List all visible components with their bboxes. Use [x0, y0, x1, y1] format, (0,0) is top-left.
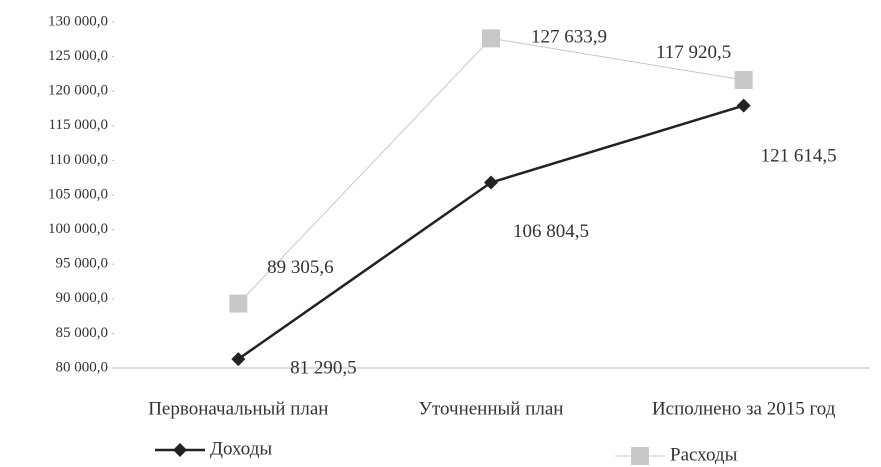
- data-point: [484, 175, 498, 190]
- y-tick-label: 110 000,0: [49, 152, 108, 168]
- y-tick-label: 100 000,0: [48, 221, 108, 237]
- y-tick-label: 80 000,0: [56, 359, 109, 375]
- y-tick-label: 115 000,0: [49, 117, 108, 133]
- x-tick-label: Исполнено за 2015 год: [652, 398, 836, 419]
- y-tick-label: 130 000,0: [48, 13, 108, 29]
- y-tick-label: 105 000,0: [48, 186, 108, 202]
- legend-label: Расходы: [670, 444, 738, 465]
- x-tick-label: Уточненный план: [419, 398, 564, 419]
- y-tick-label: 90 000,0: [56, 290, 109, 306]
- data-label: 81 290,5: [290, 357, 357, 378]
- y-tick-label: 95 000,0: [56, 256, 109, 272]
- data-point: [231, 352, 246, 367]
- data-point: [229, 294, 248, 313]
- series-line: [237, 104, 745, 361]
- legend-marker: [631, 447, 649, 465]
- y-tick-label: 120 000,0: [48, 83, 108, 99]
- data-point: [736, 98, 751, 113]
- data-label: 121 614,5: [761, 145, 837, 166]
- data-label: 117 920,5: [656, 42, 731, 63]
- legend-marker: [173, 443, 187, 457]
- data-point: [734, 71, 753, 90]
- y-tick-label: 85 000,0: [56, 325, 109, 341]
- y-tick-label: 125 000,0: [48, 48, 108, 64]
- data-point: [482, 29, 500, 48]
- data-label: 106 804,5: [513, 221, 589, 242]
- data-label: 89 305,6: [267, 257, 334, 278]
- data-label: 127 633,9: [531, 27, 607, 48]
- x-tick-label: Первоначальный план: [148, 398, 328, 419]
- legend-label: Доходы: [210, 438, 272, 459]
